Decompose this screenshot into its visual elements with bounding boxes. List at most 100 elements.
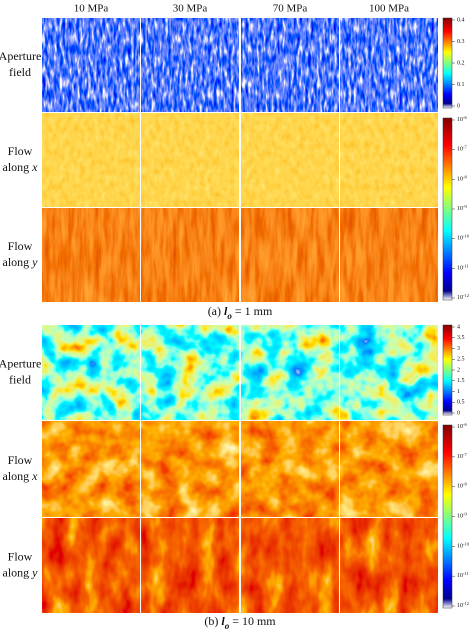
tick-base: 10 [457, 206, 463, 212]
map-panel [42, 208, 140, 302]
row-label: along x [3, 160, 39, 174]
colorbar-tick-label: 1.5 [457, 378, 465, 384]
colorbar-tick-label: 10-10 [457, 233, 470, 242]
tick-base: 10 [457, 177, 463, 183]
map-panel [241, 518, 339, 613]
map-panel [141, 325, 239, 420]
row-label-text: along [3, 469, 30, 483]
map-panel [141, 18, 239, 112]
colorbar-tick-label: 10-8 [457, 481, 467, 490]
row-label-text: along [3, 565, 30, 579]
row-label-text: field [9, 372, 31, 386]
colorbar [442, 324, 453, 416]
map-panel [340, 208, 438, 302]
map-panel [42, 325, 140, 420]
row-label: Aperture [0, 356, 41, 370]
colorbar-tick-label: 3.5 [457, 335, 465, 341]
colorbar-tick-label: 10-11 [457, 263, 469, 272]
colorbar-tick-label: 10-7 [457, 144, 467, 153]
map-panel [340, 518, 438, 613]
column-header: 70 MPa [273, 3, 308, 15]
row-label: field [9, 372, 31, 386]
tick-exponent: -10 [463, 541, 470, 546]
caption-subscript: o [227, 311, 232, 321]
tick-base: 10 [457, 514, 463, 520]
row-label-text: field [9, 65, 31, 79]
tick-exponent: -8 [463, 481, 467, 486]
tick-base: 10 [457, 266, 463, 272]
map-panel [42, 113, 140, 207]
row-label-variable: x [31, 160, 38, 174]
map-panel [241, 325, 339, 420]
caption-symbol: l [221, 614, 225, 628]
colorbar-tick-label: 0 [457, 103, 460, 109]
map-panel [241, 208, 339, 302]
map-panel [141, 518, 239, 613]
colorbar-tick-label: 10-6 [457, 115, 467, 124]
tick-exponent: -9 [463, 204, 467, 209]
map-panel [141, 421, 239, 517]
colorbar [442, 424, 453, 609]
row-label-variable: y [31, 255, 38, 269]
row-label: Flow [8, 144, 33, 158]
tick-exponent: -12 [463, 293, 469, 298]
row-label: Aperture [0, 49, 41, 63]
map-panel [141, 113, 239, 207]
colorbar-tick-label: 10-9 [457, 204, 467, 213]
colorbar-tick-label: 0.2 [457, 60, 465, 66]
map-panel [340, 18, 438, 112]
tick-base: 10 [457, 147, 463, 153]
colorbar-tick-label: 10-10 [457, 541, 470, 550]
caption-prefix: (a) [208, 304, 221, 318]
map-panel [241, 18, 339, 112]
colorbar-tick-label: 4 [457, 324, 460, 330]
caption-suffix: = 1 mm [235, 304, 273, 318]
tick-base: 10 [457, 295, 463, 301]
tick-base: 10 [457, 603, 463, 609]
colorbar-tick-label: 10-12 [457, 293, 469, 302]
map-panel [42, 18, 140, 112]
tick-exponent: -7 [463, 451, 467, 456]
row-label-text: along [3, 255, 30, 269]
tick-exponent: -9 [463, 511, 467, 516]
row-label: along x [3, 469, 39, 483]
row-label-text: along [3, 160, 30, 174]
tick-exponent: -8 [463, 174, 467, 179]
colorbar [442, 17, 453, 109]
tick-base: 10 [457, 236, 463, 242]
colorbar-tick-label: 2.5 [457, 357, 465, 363]
tick-base: 10 [457, 484, 463, 490]
map-panel [42, 421, 140, 517]
caption-prefix: (b) [204, 614, 218, 628]
colorbar-tick-label: 10-7 [457, 451, 467, 460]
caption: (a) lo = 1 mm [208, 304, 273, 321]
colorbar-tick-label: 3 [457, 346, 460, 352]
tick-base: 10 [457, 117, 463, 123]
colorbar-tick-label: 10-11 [457, 571, 469, 580]
caption-subscript: o [225, 621, 230, 631]
map-panel [340, 421, 438, 517]
caption-symbol: l [224, 304, 228, 318]
map-panel [340, 113, 438, 207]
colorbar [442, 117, 453, 301]
column-header: 10 MPa [74, 3, 109, 15]
tick-base: 10 [457, 454, 463, 460]
tick-exponent: -12 [463, 601, 469, 606]
tick-exponent: -11 [463, 571, 469, 576]
column-header: 30 MPa [173, 3, 208, 15]
row-label: Flow [8, 453, 33, 467]
caption: (b) lo = 10 mm [204, 614, 276, 631]
colorbar-tick-label: 10-6 [457, 422, 467, 431]
tick-exponent: -10 [463, 233, 470, 238]
row-label: field [9, 65, 31, 79]
colorbar-tick-label: 10-9 [457, 511, 467, 520]
map-panel [241, 421, 339, 517]
tick-exponent: -11 [463, 263, 469, 268]
colorbar-tick-label: 0 [457, 410, 460, 416]
map-panel [141, 208, 239, 302]
colorbar-tick-label: 0.5 [457, 400, 465, 406]
caption-suffix: = 10 mm [232, 614, 276, 628]
tick-base: 10 [457, 574, 463, 580]
tick-exponent: -6 [463, 422, 467, 427]
row-label: Flow [8, 549, 33, 563]
